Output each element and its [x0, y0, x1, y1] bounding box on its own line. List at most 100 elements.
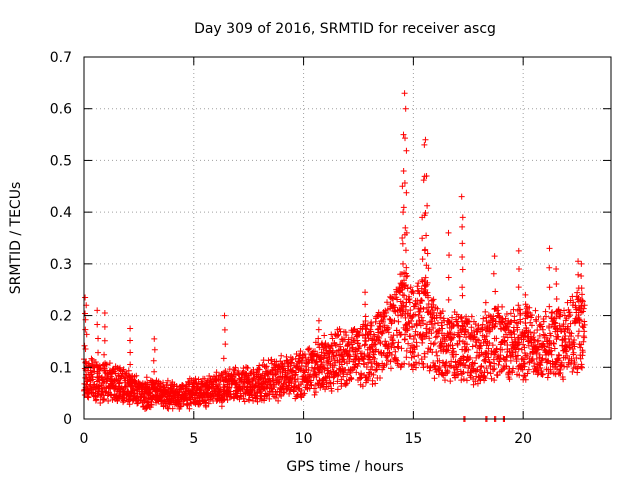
x-tick-label: 0 — [80, 431, 89, 447]
data-point — [516, 339, 523, 346]
data-point — [422, 246, 429, 253]
data-point — [343, 348, 350, 355]
data-point — [403, 273, 410, 280]
data-point — [561, 328, 568, 335]
data-point — [570, 349, 577, 356]
data-point — [553, 296, 560, 303]
data-point — [330, 347, 337, 354]
data-point — [521, 360, 528, 367]
data-point — [338, 383, 345, 390]
data-point — [362, 301, 369, 308]
data-point — [402, 303, 409, 310]
data-point — [507, 357, 514, 364]
data-point — [420, 317, 427, 324]
data-point — [553, 311, 560, 318]
data-point — [330, 380, 337, 387]
data-point — [333, 352, 340, 359]
data-point — [93, 396, 100, 403]
data-point — [491, 377, 498, 384]
data-point — [293, 369, 300, 376]
data-point — [422, 283, 429, 290]
data-point — [548, 351, 555, 358]
data-point — [431, 320, 438, 327]
data-point — [515, 266, 522, 273]
data-point — [445, 229, 452, 236]
data-point — [221, 396, 228, 403]
data-point — [543, 313, 550, 320]
data-point — [399, 235, 406, 241]
data-point — [362, 337, 369, 344]
data-point — [515, 284, 522, 291]
data-point — [535, 313, 542, 320]
data-point — [547, 369, 554, 376]
data-point — [579, 297, 586, 304]
data-point — [127, 325, 134, 332]
data-point — [411, 346, 418, 353]
data-point — [380, 316, 387, 323]
data-point — [287, 360, 294, 367]
data-point — [490, 270, 497, 277]
data-point — [377, 340, 384, 347]
data-point — [375, 362, 382, 369]
data-point — [297, 348, 304, 355]
data-point — [278, 352, 285, 359]
data-point — [418, 276, 425, 283]
data-point — [436, 357, 443, 364]
data-point — [578, 309, 585, 316]
data-point — [143, 374, 150, 381]
data-point — [400, 209, 407, 216]
data-point — [540, 331, 547, 338]
data-point — [492, 349, 499, 356]
data-point — [478, 362, 485, 369]
data-point — [394, 343, 401, 350]
data-point — [557, 370, 564, 377]
data-point — [361, 360, 368, 367]
data-point — [407, 284, 414, 291]
data-point — [567, 312, 574, 319]
data-point — [422, 136, 429, 143]
data-point — [127, 349, 134, 356]
data-point — [553, 365, 560, 372]
data-point — [186, 381, 193, 388]
data-point — [431, 340, 438, 347]
x-tick-label: 5 — [189, 431, 198, 447]
data-point — [403, 264, 410, 271]
data-point — [522, 291, 529, 298]
data-point — [525, 366, 532, 373]
data-point — [384, 357, 391, 364]
y-tick-label: 0.2 — [50, 309, 72, 325]
data-point — [400, 260, 407, 267]
data-point — [470, 381, 477, 388]
data-point — [366, 353, 373, 360]
data-point — [437, 314, 444, 321]
data-point — [377, 323, 384, 330]
data-point — [403, 299, 410, 306]
data-point — [434, 333, 441, 340]
data-point — [328, 388, 335, 395]
data-point — [536, 332, 543, 339]
data-point — [504, 323, 511, 330]
data-point — [280, 389, 287, 396]
data-point — [397, 307, 404, 314]
y-tick-label: 0.4 — [50, 205, 72, 221]
data-point — [581, 321, 588, 328]
data-point — [421, 282, 428, 289]
data-point — [220, 355, 227, 362]
data-point — [547, 332, 554, 339]
data-point — [514, 326, 521, 333]
data-point — [83, 331, 90, 338]
data-point — [424, 279, 431, 286]
data-point — [384, 326, 391, 333]
data-point — [402, 105, 409, 112]
data-point — [413, 359, 420, 366]
data-point — [381, 313, 388, 320]
data-point — [205, 400, 212, 407]
y-tick-label: 0 — [63, 412, 72, 428]
data-point — [575, 328, 582, 335]
data-point — [556, 322, 563, 329]
axis-ticks: 0 0.1 0.2 0.3 0.4 0.5 0.6 0.7 0 5 10 15 20 — [50, 50, 611, 447]
data-point — [411, 353, 418, 360]
data-point — [82, 316, 89, 323]
data-point — [384, 299, 391, 306]
